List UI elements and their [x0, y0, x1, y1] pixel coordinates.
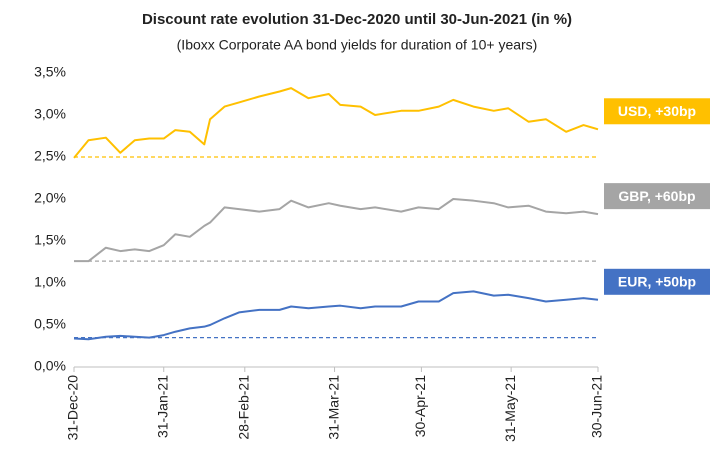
y-tick-label: 3,0%: [34, 106, 66, 122]
y-tick-label: 1,0%: [34, 274, 66, 290]
series-line: [73, 290, 599, 341]
series-label-box: [604, 183, 710, 210]
x-tick-label: 28-Feb-21: [236, 375, 252, 440]
series-label-box: [604, 268, 710, 295]
series-label: EUR, +50bp: [618, 274, 696, 290]
series-line: [74, 198, 599, 263]
series-line: [73, 87, 599, 159]
series-label: USD, +30bp: [618, 103, 696, 119]
chart-title: Discount rate evolution 31-Dec-2020 unti…: [142, 11, 572, 28]
y-tick-label: 0,5%: [34, 316, 66, 332]
x-tick-label: 30-Apr-21: [412, 375, 428, 437]
series-label-box: [604, 98, 710, 125]
series-label: GBP, +60bp: [618, 188, 695, 204]
x-tick-label: 31-May-21: [502, 375, 518, 442]
x-tick-label: 31-Dec-20: [65, 375, 81, 441]
y-tick-label: 3,5%: [34, 64, 66, 80]
x-tick-label: 31-Mar-21: [325, 375, 341, 440]
y-tick-label: 2,5%: [34, 148, 66, 164]
y-tick-label: 1,5%: [34, 232, 66, 248]
chart-subtitle: (Iboxx Corporate AA bond yields for dura…: [177, 37, 538, 53]
x-tick-label: 31-Jan-21: [154, 375, 170, 438]
y-tick-label: 2,0%: [34, 190, 66, 206]
y-tick-label: 0,0%: [34, 358, 66, 374]
x-tick-label: 30-Jun-21: [589, 375, 605, 438]
